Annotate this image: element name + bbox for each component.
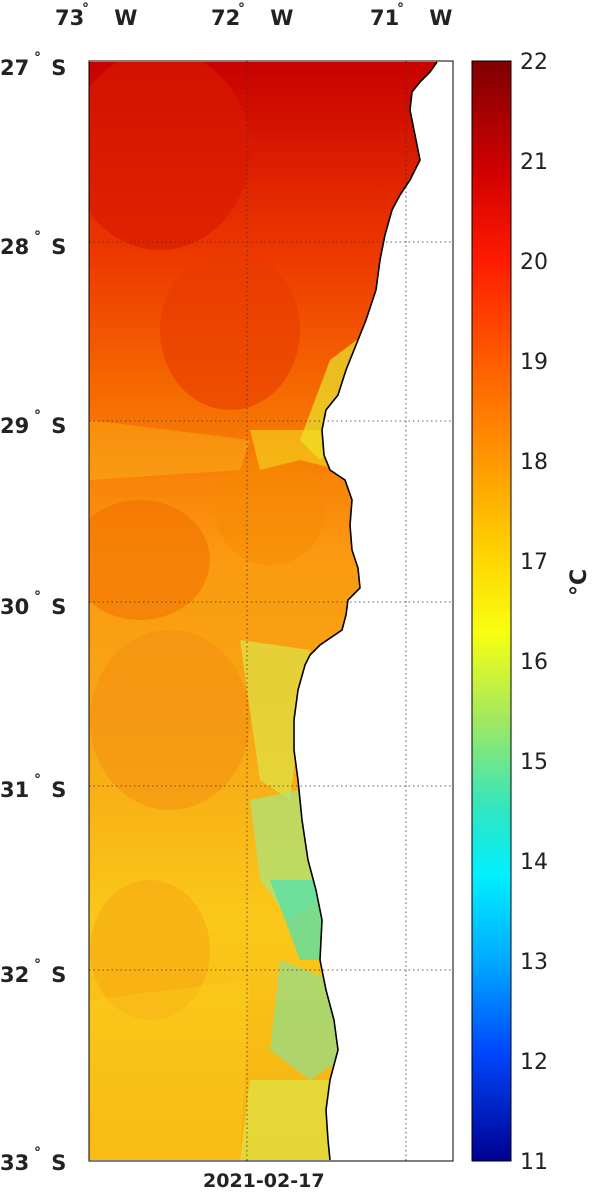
lon-label-71: 71 W [370, 6, 453, 30]
colorbar-tick: 12 [520, 1050, 548, 1075]
colorbar-tick: 18 [520, 450, 548, 475]
degree-symbol: ° [34, 408, 41, 424]
colorbar-tick: 20 [520, 250, 548, 275]
degree-symbol: ° [34, 229, 41, 245]
lat-label-30: 30 S [0, 595, 67, 619]
colorbar-tick: 19 [520, 350, 548, 375]
degree-symbol: ° [34, 589, 41, 605]
colorbar-tick: 21 [520, 150, 548, 175]
colorbar-tick: 14 [520, 850, 548, 875]
colorbar-tick: 17 [520, 550, 548, 575]
colorbar-tick: 11 [520, 1150, 548, 1175]
lat-label-28: 28 S [0, 235, 67, 259]
colorbar-tick: 15 [520, 750, 548, 775]
lat-label-31: 31 S [0, 778, 67, 802]
lat-label-29: 29 S [0, 414, 67, 438]
lon-label-73: 73 W [55, 6, 138, 30]
colorbar-tick: 16 [520, 650, 548, 675]
lat-label-32: 32 S [0, 963, 67, 987]
degree-symbol: ° [82, 1, 89, 17]
lat-label-33: 33 S [0, 1151, 67, 1175]
lon-label-72: 72 W [211, 6, 294, 30]
degree-symbol: ° [34, 957, 41, 973]
degree-symbol: ° [34, 50, 41, 66]
coastline [293, 61, 438, 1161]
map-frame [88, 60, 454, 1162]
colorbar [471, 60, 512, 1162]
colorbar-unit-label: °C [567, 568, 592, 596]
degree-symbol: ° [34, 1145, 41, 1161]
lat-label-27: 27 S [0, 56, 67, 80]
gridlines [89, 61, 453, 1161]
colorbar-tick: 13 [520, 950, 548, 975]
colorbar-tick: 22 [520, 50, 548, 75]
degree-symbol: ° [238, 1, 245, 17]
date-label: 2021-02-17 [203, 1170, 325, 1192]
degree-symbol: ° [397, 1, 404, 17]
degree-symbol: ° [34, 772, 41, 788]
